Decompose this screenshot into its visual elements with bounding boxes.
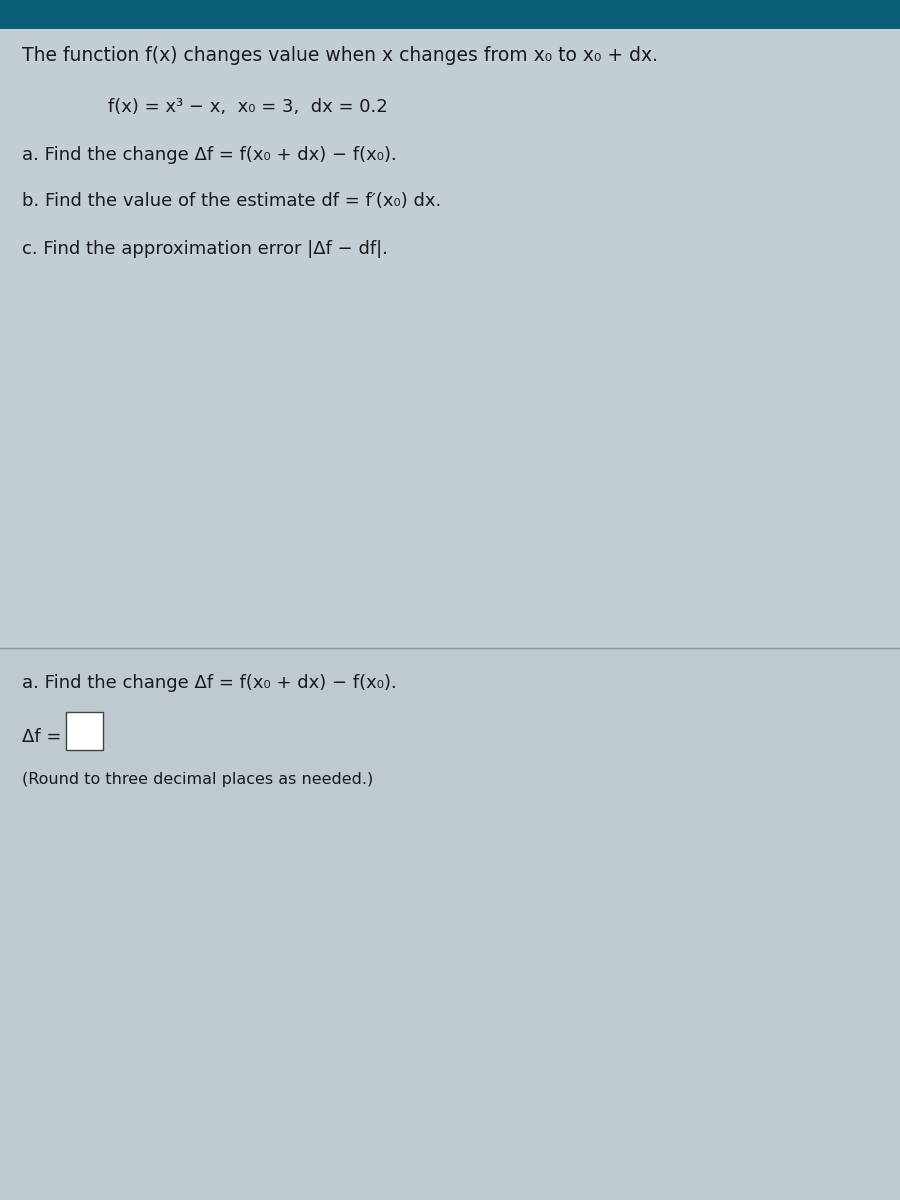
Text: b. Find the value of the estimate df = f′(x₀) dx.: b. Find the value of the estimate df = f… <box>22 192 442 210</box>
Text: c. Find the approximation error |Δf − df|.: c. Find the approximation error |Δf − df… <box>22 240 389 258</box>
FancyBboxPatch shape <box>0 648 900 1200</box>
Text: a. Find the change Δf = f(x₀ + dx) − f(x₀).: a. Find the change Δf = f(x₀ + dx) − f(x… <box>22 674 397 692</box>
Text: Δf =: Δf = <box>22 728 62 746</box>
Text: f(x) = x³ − x,  x₀ = 3,  dx = 0.2: f(x) = x³ − x, x₀ = 3, dx = 0.2 <box>108 98 388 116</box>
Text: a. Find the change Δf = f(x₀ + dx) − f(x₀).: a. Find the change Δf = f(x₀ + dx) − f(x… <box>22 146 397 164</box>
Text: (Round to three decimal places as needed.): (Round to three decimal places as needed… <box>22 772 373 787</box>
FancyBboxPatch shape <box>66 712 104 750</box>
FancyBboxPatch shape <box>0 0 900 29</box>
FancyBboxPatch shape <box>0 29 900 648</box>
Text: The function f(x) changes value when x changes from x₀ to x₀ + dx.: The function f(x) changes value when x c… <box>22 46 659 65</box>
